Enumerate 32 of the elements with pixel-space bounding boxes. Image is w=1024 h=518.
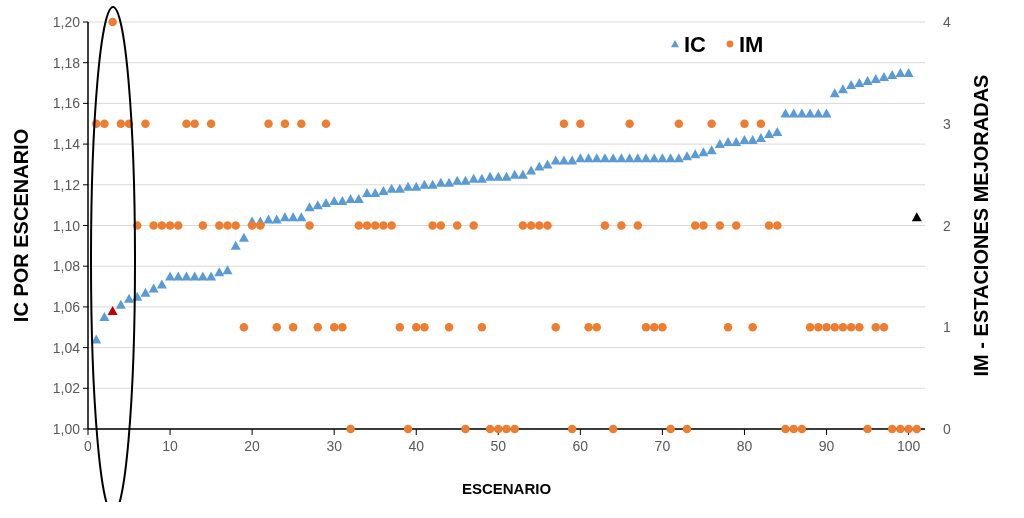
x-tick-label: 100	[896, 438, 921, 454]
y-tick-label: 1,12	[52, 176, 81, 193]
y-tick-label: 1,02	[52, 380, 81, 397]
y-axis-title: IC POR ESCENARIO	[10, 128, 32, 323]
legend-label: IC	[684, 32, 707, 57]
y-tick-label: 1,18	[52, 54, 81, 71]
x-tick-label: 30	[326, 438, 343, 454]
y-tick-label: 1,00	[52, 421, 81, 437]
x-tick-label: 90	[818, 438, 835, 454]
y-tick-label: 1,04	[52, 339, 81, 356]
y-tick-label: 1,14	[52, 136, 81, 153]
x-tick-label: 60	[572, 438, 589, 454]
x-axis-title: ESCENARIO	[461, 480, 552, 497]
x-tick-label: 50	[490, 438, 507, 454]
y2-tick-label: 1	[943, 319, 951, 336]
y2-tick-label: 3	[943, 115, 951, 132]
y-tick-label: 1,16	[52, 95, 81, 112]
x-tick-label: 20	[244, 438, 261, 454]
y-tick-label: 1,20	[52, 14, 81, 30]
y2-tick-label: 4	[943, 14, 951, 30]
y2-axis-title: IM - ESTACIONES MEJORADAS	[970, 74, 992, 377]
x-tick-label: 80	[736, 438, 753, 454]
x-tick-label: 10	[162, 438, 179, 454]
y-tick-label: 1,08	[52, 258, 81, 275]
y2-tick-label: 0	[943, 421, 951, 437]
x-tick-label: 0	[84, 438, 93, 454]
y2-tick-label: 2	[943, 217, 951, 234]
y-tick-label: 1,10	[52, 217, 81, 234]
y-tick-label: 1,06	[52, 298, 81, 315]
x-tick-label: 70	[654, 438, 671, 454]
x-tick-label: 40	[408, 438, 425, 454]
legend-label: IM	[739, 32, 764, 57]
